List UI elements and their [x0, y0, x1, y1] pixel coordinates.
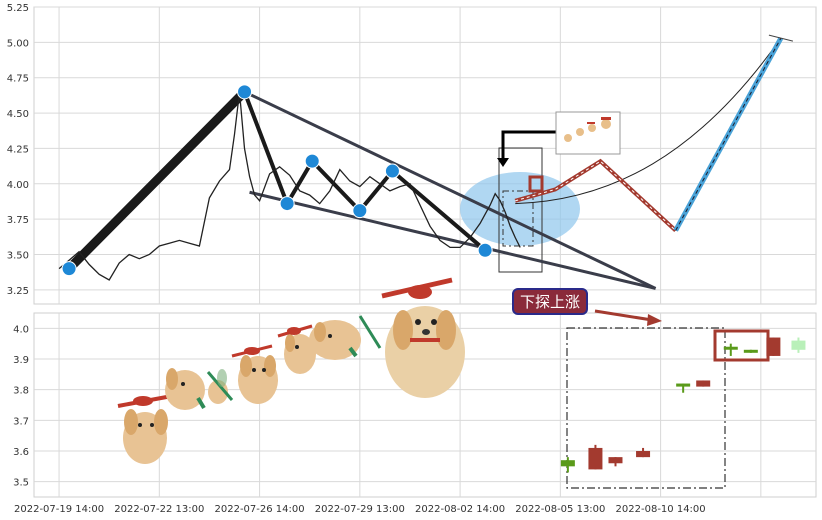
x-tick-label: 2022-07-26 14:00: [215, 504, 305, 515]
x-tick-label: 2022-07-19 14:00: [14, 504, 104, 515]
bottom-y-tick-label: 3.7: [13, 416, 29, 427]
dog-1-icon: [117, 394, 173, 464]
forecast-start-marker: [528, 175, 544, 193]
x-tick-label: 2022-07-22 13:00: [114, 504, 204, 515]
pivot-dot: [237, 84, 253, 100]
dog-5-icon: [277, 324, 316, 374]
price-line-group: [58, 91, 521, 281]
callout-arrow: [594, 309, 653, 322]
forecast-rise-dash: [675, 37, 782, 231]
pivot-dots: [61, 84, 493, 277]
candle-body: [791, 340, 806, 350]
bottom-y-tick-label: 4.0: [13, 324, 29, 335]
bottom-y-tick-label: 3.5: [13, 478, 29, 489]
zigzag-leg-main: [64, 87, 250, 274]
dog-7-icon: [381, 277, 465, 398]
top-y-tick-label: 5.25: [7, 3, 29, 14]
mini-flying-dogs-icon: [564, 117, 611, 142]
candle-selection-box: [566, 327, 726, 489]
thumbnail-arrow-head: [497, 158, 509, 167]
callout-label: 下探上涨: [512, 288, 588, 315]
top-y-tick-label: 3.25: [7, 286, 29, 297]
bottom-y-tick-label: 3.9: [13, 355, 29, 366]
dog-3-icon: [206, 369, 234, 404]
pivot-dot: [279, 196, 295, 212]
top-y-tick-label: 4.25: [7, 144, 29, 155]
top-y-tick-label: 4.00: [7, 180, 29, 191]
candle-body: [766, 337, 781, 356]
pivot-dot: [61, 261, 77, 277]
forecast-path-group: [514, 34, 794, 232]
top-panel-frame: [33, 6, 817, 305]
x-tick-label: 2022-07-29 13:00: [315, 504, 405, 515]
forecast-curve: [515, 37, 782, 205]
top-y-tick-label: 4.75: [7, 74, 29, 85]
candle-body: [723, 346, 738, 350]
forecast-zigzag-dash: [515, 160, 676, 231]
candle-body: [636, 451, 651, 458]
top-y-tick-label: 4.50: [7, 109, 29, 120]
triangle-trendlines: [243, 90, 657, 290]
thumbnail-arrow: [501, 130, 556, 160]
candle-body: [696, 380, 711, 387]
focus-box-top: [498, 147, 543, 273]
dog-2-icon: [165, 368, 206, 410]
forecast-end-tick: [768, 34, 794, 42]
dog-4-icon: [231, 344, 278, 404]
candle-body: [588, 447, 603, 470]
callout-arrow-head: [647, 314, 662, 326]
pivot-dot: [384, 163, 400, 179]
callout-text: 下探上涨: [520, 293, 580, 311]
x-tick-label: 2022-08-05 13:00: [515, 504, 605, 515]
bottom-y-tick-label: 3.8: [13, 386, 29, 397]
bottom-y-axis-ticks: 3.5 3.6 3.7 3.8 3.9 4.0: [13, 324, 29, 488]
x-tick-label: 2022-08-02 14:00: [415, 504, 505, 515]
flying-dogs-illustration: [117, 277, 465, 464]
top-panel-grid: [34, 6, 816, 304]
candle-body: [608, 457, 623, 464]
top-y-tick-label: 5.00: [7, 38, 29, 49]
candlesticks: [560, 337, 806, 473]
top-y-tick-label: 3.75: [7, 215, 29, 226]
dog-6-icon: [309, 315, 382, 360]
candle-body: [560, 460, 575, 467]
focus-box-inner: [502, 190, 534, 247]
x-axis-labels: 2022-07-19 14:00 2022-07-22 13:00 2022-07-…: [14, 504, 706, 515]
pivot-dot: [477, 242, 493, 258]
price-line: [58, 91, 521, 281]
upper-trendline: [243, 90, 657, 290]
lower-trendline: [249, 190, 656, 290]
x-tick-label: 2022-08-10 14:00: [616, 504, 706, 515]
pivot-dot: [304, 153, 320, 169]
pivot-dot: [352, 203, 368, 219]
top-y-axis-ticks: 3.25 3.50 3.75 4.00 4.25 4.50 4.75 5.00 5.25: [7, 3, 29, 297]
candle-body: [676, 383, 691, 387]
top-y-tick-label: 3.50: [7, 251, 29, 262]
candle-body: [743, 349, 758, 353]
bottom-y-tick-label: 3.6: [13, 447, 29, 458]
